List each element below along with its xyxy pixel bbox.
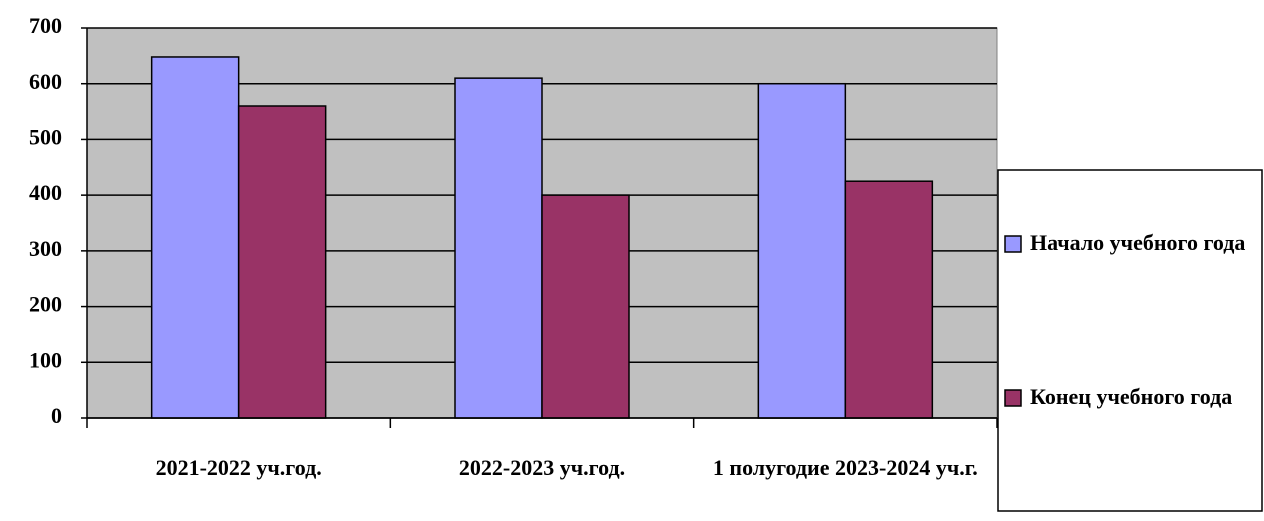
bar [454,77,543,419]
y-tick-label: 700 [29,13,62,38]
y-tick-label: 200 [29,292,62,317]
bar [844,180,934,419]
y-tick-label: 600 [29,69,62,94]
y-tick-label: 0 [51,403,62,428]
y-tick-label: 100 [29,347,62,372]
x-tick-label: 1 полугодие 2023-2024 уч.г. [712,455,978,480]
bar [757,82,847,419]
legend-label: Конец учебного года [1030,384,1233,409]
bar [541,194,630,419]
y-tick-label: 300 [29,236,62,261]
bar [237,105,327,419]
legend-swatch [1004,389,1022,407]
legend-box [997,169,1263,512]
bar [150,56,240,419]
y-tick-label: 500 [29,124,62,149]
x-tick-label: 2021-2022 уч.год. [155,455,322,480]
legend-swatch [1004,235,1022,253]
legend-label: Начало учебного года [1030,230,1246,255]
x-tick-label: 2022-2023 уч.год. [458,455,626,480]
y-tick-label: 400 [29,180,62,205]
